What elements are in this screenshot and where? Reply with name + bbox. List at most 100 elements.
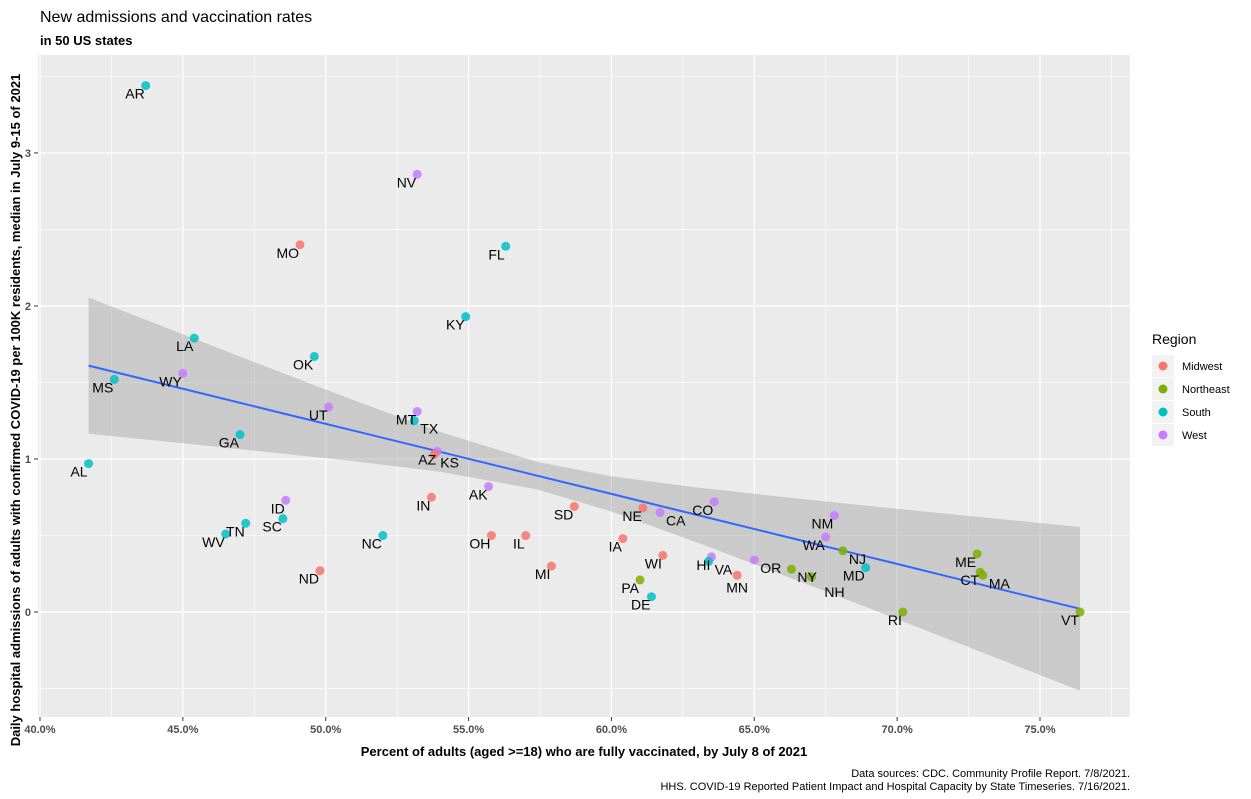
label-fl: FL xyxy=(488,246,505,262)
point-nj xyxy=(838,546,848,556)
point-sc xyxy=(278,514,288,524)
label-va: VA xyxy=(715,562,733,578)
label-ks: KS xyxy=(440,454,459,470)
point-tn xyxy=(241,518,251,528)
label-ky: KY xyxy=(446,317,465,333)
label-ar: AR xyxy=(125,86,144,102)
label-nm: NM xyxy=(812,516,834,532)
legend-key-northeast xyxy=(1158,384,1168,394)
legend-key-west xyxy=(1158,430,1168,440)
point-ut xyxy=(324,402,334,412)
x-tick-label: 75.0% xyxy=(1024,724,1055,736)
point-ms xyxy=(109,374,119,384)
x-tick-label: 65.0% xyxy=(739,724,770,736)
point-nh xyxy=(806,572,816,582)
y-tick-label: 3 xyxy=(25,148,31,160)
point-nv xyxy=(412,169,422,179)
x-tick-label: 45.0% xyxy=(167,724,198,736)
point-nc xyxy=(378,531,388,541)
point-la xyxy=(189,333,199,343)
point-mn xyxy=(732,570,742,580)
label-de: DE xyxy=(631,597,650,613)
legend-title: Region xyxy=(1152,331,1196,347)
point-wa xyxy=(821,532,831,542)
point-wi xyxy=(658,550,668,560)
point-in xyxy=(426,492,436,502)
label-or: OR xyxy=(760,560,781,576)
point-ca xyxy=(655,508,665,518)
x-tick-label: 50.0% xyxy=(310,724,341,736)
point-id xyxy=(281,495,291,505)
point-mt xyxy=(412,407,422,417)
point-va xyxy=(704,557,714,567)
point-oh xyxy=(486,531,496,541)
point-ne xyxy=(638,503,648,513)
point-nd xyxy=(315,566,325,576)
legend-key-south xyxy=(1158,407,1168,417)
label-wv: WV xyxy=(202,534,225,550)
point-ar xyxy=(141,81,151,91)
point-mi xyxy=(546,561,556,571)
label-pa: PA xyxy=(621,580,639,596)
y-tick-label: 1 xyxy=(25,454,31,466)
caption-line-1: Data sources: CDC. Community Profile Rep… xyxy=(851,768,1130,780)
y-axis-label: Daily hospital admissions of adults with… xyxy=(8,74,23,747)
point-mo xyxy=(295,240,305,250)
x-axis-label: Percent of adults (aged >=18) who are fu… xyxy=(361,744,808,759)
point-ky xyxy=(461,312,471,322)
gridlines xyxy=(38,55,1130,717)
label-tx: TX xyxy=(420,421,439,437)
label-md: MD xyxy=(843,568,865,584)
label-ct: CT xyxy=(960,572,979,588)
label-ri: RI xyxy=(888,612,902,628)
caption-line-2: HHS. COVID-19 Reported Patient Impact an… xyxy=(660,781,1130,793)
label-wa: WA xyxy=(803,537,826,553)
label-ut: UT xyxy=(309,407,328,423)
point-ak xyxy=(484,482,494,492)
label-ak: AK xyxy=(469,487,488,503)
point-il xyxy=(521,531,531,541)
label-wy: WY xyxy=(159,373,182,389)
point-tx xyxy=(409,416,419,426)
point-or xyxy=(749,555,759,565)
plot-panel xyxy=(38,55,1130,717)
x-axis-ticks: 40.0% 45.0% 50.0% 55.0% 60.0% 65.0% 70.0% 75.0% xyxy=(24,717,1056,736)
label-me: ME xyxy=(955,554,976,570)
label-nh: NH xyxy=(824,584,844,600)
legend-label-northeast: Northeast xyxy=(1182,384,1230,396)
label-mo: MO xyxy=(276,245,299,261)
chart-title: New admissions and vaccination rates xyxy=(40,9,312,26)
point-md xyxy=(861,563,871,573)
label-nj: NJ xyxy=(849,551,866,567)
point-ia xyxy=(618,534,628,544)
x-tick-label: 60.0% xyxy=(596,724,627,736)
point-ma xyxy=(978,570,988,580)
point-sd xyxy=(569,501,579,511)
point-wy xyxy=(178,368,188,378)
label-vt: VT xyxy=(1061,612,1079,628)
label-ms: MS xyxy=(92,379,113,395)
label-mn: MN xyxy=(726,579,748,595)
label-in: IN xyxy=(416,497,430,513)
label-ma: MA xyxy=(989,575,1011,591)
chart-subtitle: in 50 US states xyxy=(40,33,133,48)
legend-label-midwest: Midwest xyxy=(1182,361,1222,373)
label-ny: NY xyxy=(797,569,817,585)
fit-line xyxy=(88,364,1081,610)
label-ok: OK xyxy=(293,356,314,372)
confidence-ribbon xyxy=(88,297,1081,691)
point-vt xyxy=(1075,607,1085,617)
point-fl xyxy=(501,241,511,251)
point-pa xyxy=(635,575,645,585)
point-wv xyxy=(221,529,231,539)
point-ga xyxy=(235,430,245,440)
confidence-band xyxy=(88,297,1081,691)
label-al: AL xyxy=(70,464,87,480)
label-ga: GA xyxy=(219,435,240,451)
legend-label-west: West xyxy=(1182,430,1207,442)
y-tick-label: 0 xyxy=(25,607,31,619)
point-al xyxy=(84,459,94,469)
label-ne: NE xyxy=(622,508,641,524)
